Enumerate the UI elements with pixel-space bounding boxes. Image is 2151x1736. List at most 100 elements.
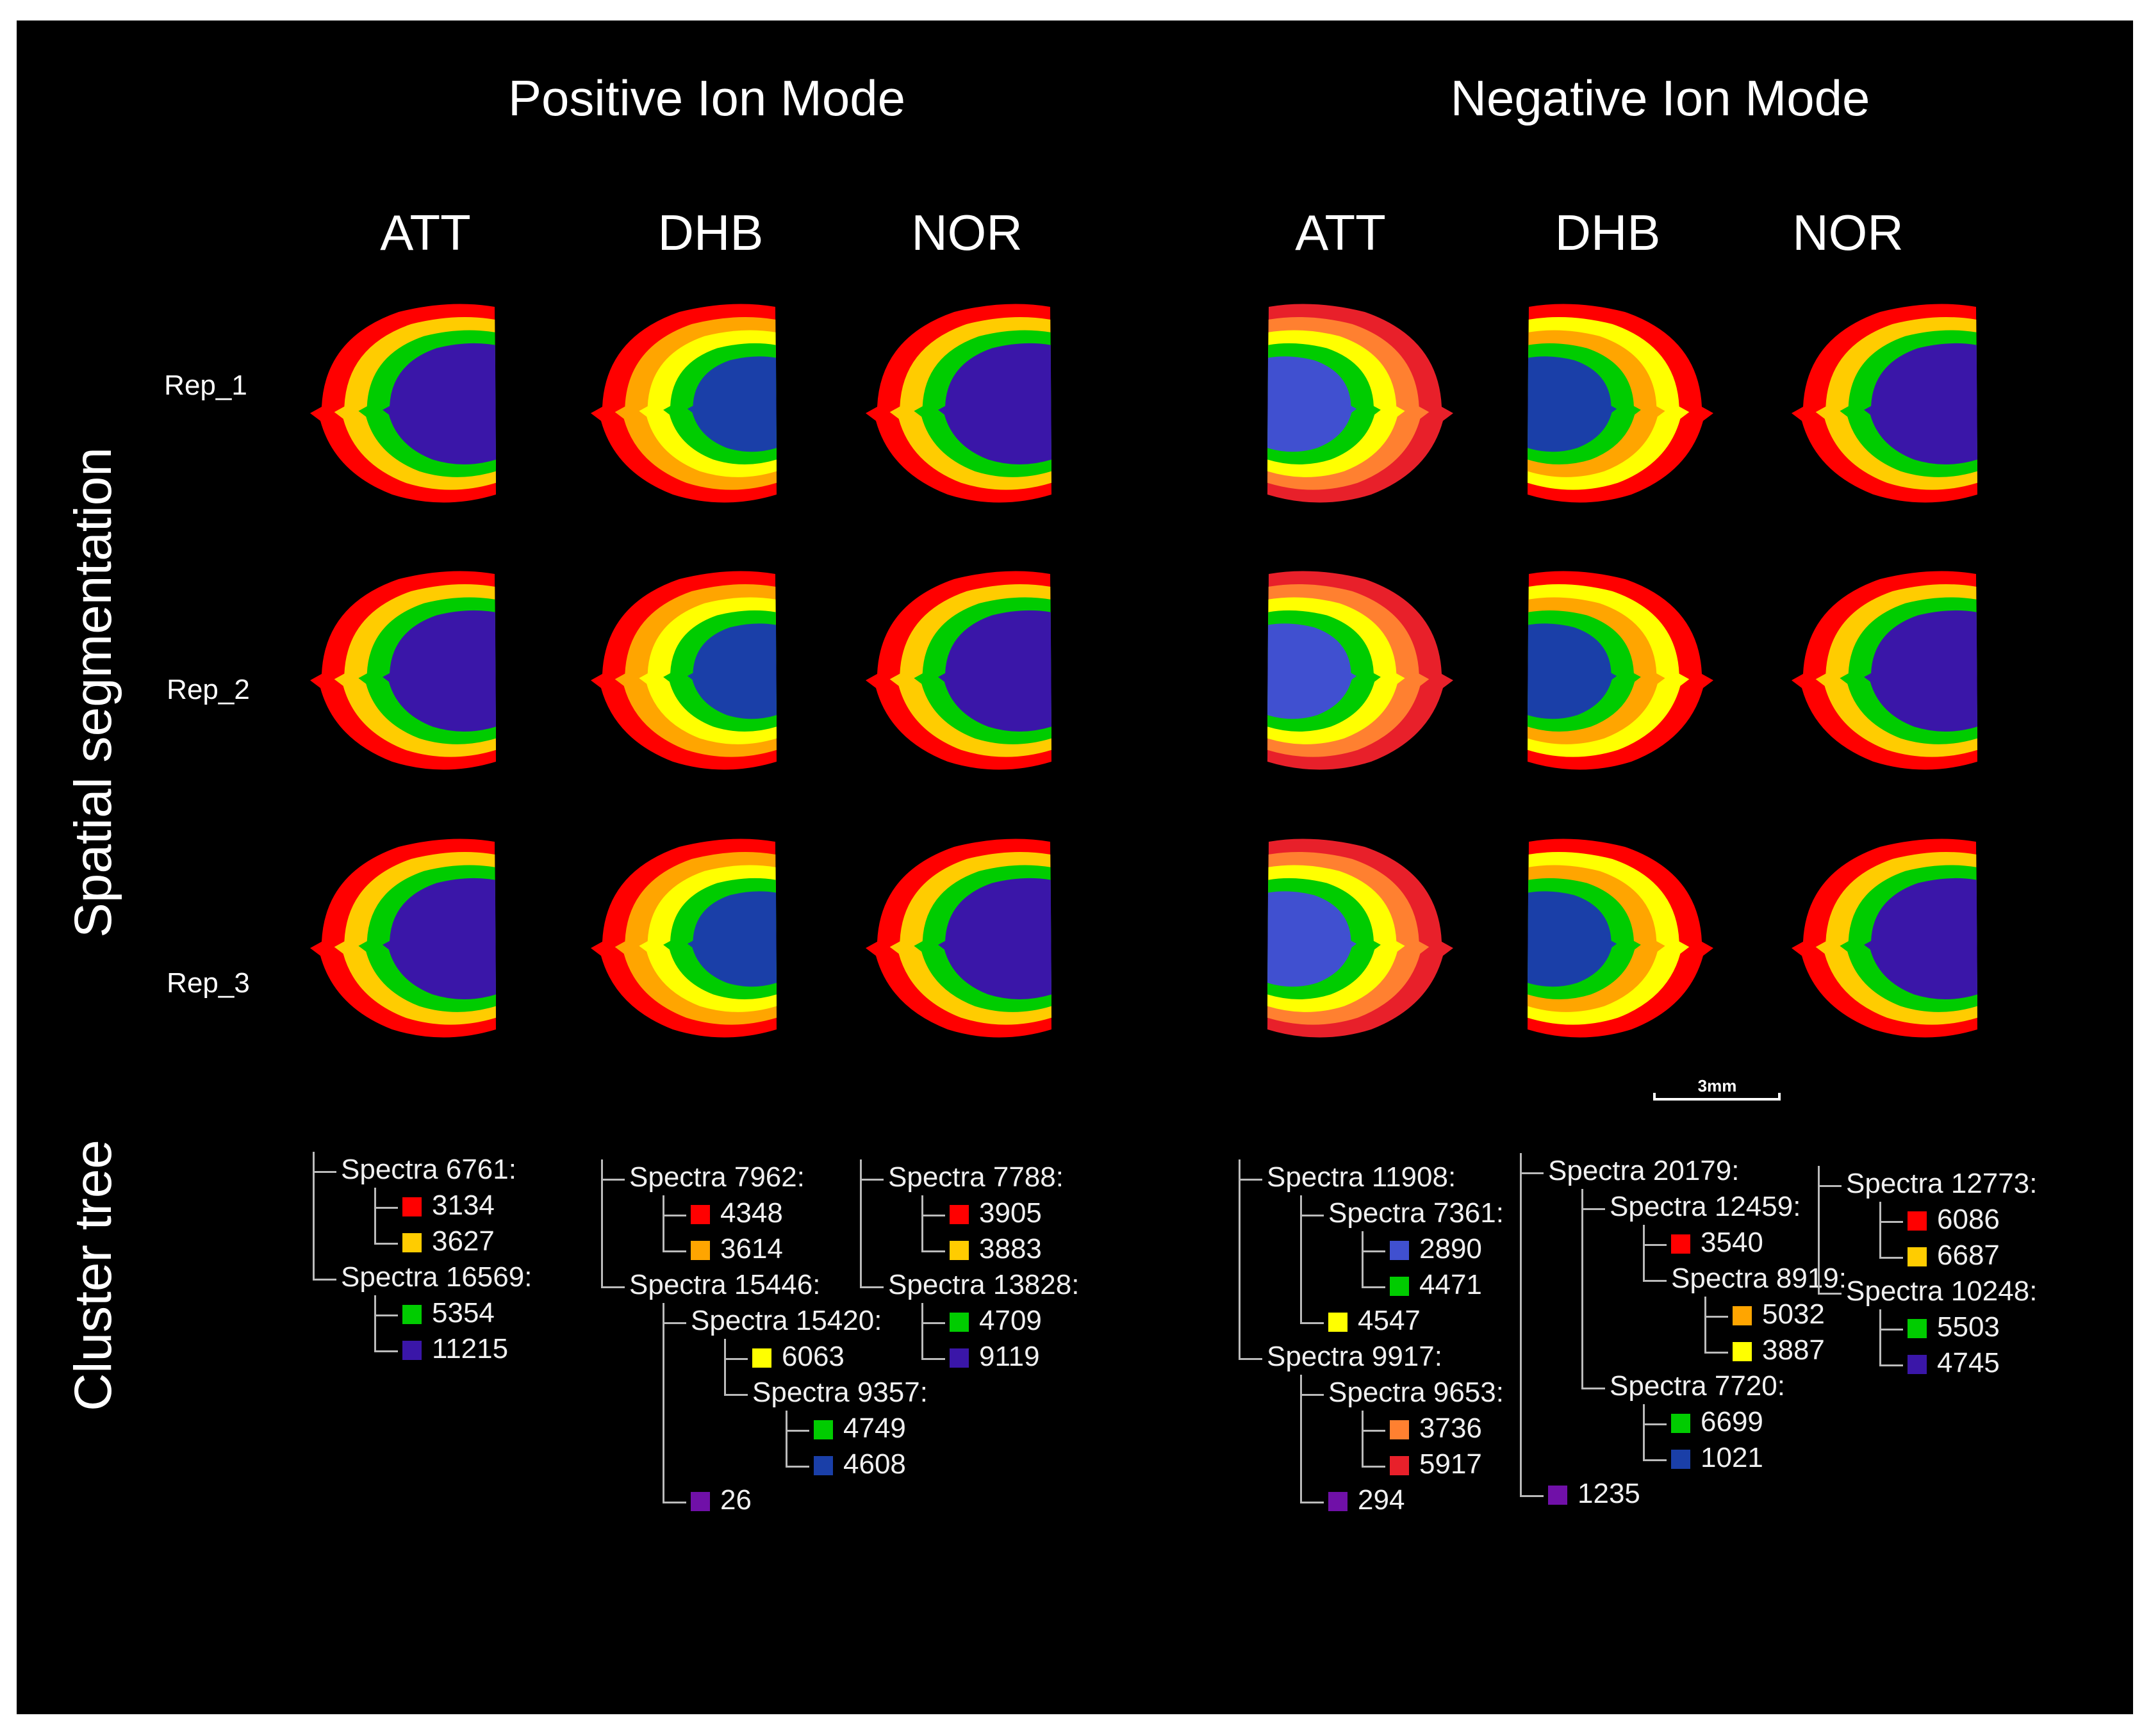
tree-node: Spectra 7962: 4348 3614	[601, 1159, 928, 1267]
row-label-rep2: Rep_2	[167, 674, 250, 705]
tree-node-label: Spectra 10248:	[1846, 1275, 2038, 1307]
tree-node-label: Spectra 7361:	[1328, 1197, 1504, 1229]
tree-leaf: 3614	[663, 1231, 928, 1267]
cluster-spectra-count: 1021	[1701, 1442, 1763, 1473]
neg-col-att: ATT	[1295, 204, 1386, 261]
pos-att-rep3-segmentation	[310, 839, 496, 1038]
pos-dhb-rep2-segmentation	[591, 571, 777, 770]
tree-node: Spectra 12459: 3540 Spectra 8919: 5032 3887	[1581, 1189, 1847, 1368]
tree-node: Spectra 9917: Spectra 9653: 3736 5917 294	[1239, 1339, 1504, 1518]
cluster-color-swatch	[691, 1205, 710, 1224]
spatial-segmentation-label: Spatial segmentation	[64, 447, 122, 938]
row-label-rep1: Rep_1	[164, 370, 247, 401]
tree-leaf: 3905	[921, 1195, 1079, 1231]
tree-leaf: 294	[1300, 1482, 1504, 1518]
pos-nor-rep3-segmentation	[866, 839, 1051, 1038]
cluster-tree-2: Spectra 7962: 4348 3614 Spectra 15446: Spect…	[601, 1159, 928, 1518]
neg-col-nor: NOR	[1792, 204, 1904, 261]
tree-leaf: 4745	[1879, 1345, 2037, 1381]
segment-cluster-region	[687, 623, 777, 719]
tree-node: Spectra 15420: 6063 Spectra 9357: 4749 4608	[663, 1303, 928, 1482]
cluster-tree-3: Spectra 7788: 3905 3883 Spectra 13828: 4709 9…	[860, 1159, 1079, 1375]
cluster-spectra-count: 9119	[979, 1341, 1040, 1372]
neg-nor-rep3-segmentation	[1792, 839, 1977, 1038]
tree-leaf: 3883	[921, 1231, 1079, 1267]
segment-cluster-region	[1267, 623, 1357, 719]
cluster-color-swatch	[814, 1456, 833, 1475]
cluster-color-swatch	[1671, 1414, 1690, 1433]
cluster-color-swatch	[1733, 1342, 1752, 1361]
tree-node: Spectra 7788: 3905 3883	[860, 1159, 1079, 1267]
row-label-rep3: Rep_3	[167, 967, 250, 999]
cluster-spectra-count: 5917	[1419, 1448, 1482, 1480]
tree-node-label: Spectra 16569:	[341, 1261, 532, 1293]
cluster-color-swatch	[1908, 1247, 1927, 1266]
cluster-spectra-count: 6086	[1937, 1204, 2000, 1235]
cluster-spectra-count: 3614	[720, 1233, 783, 1265]
tree-leaf: 6063	[724, 1339, 928, 1375]
cluster-color-swatch	[1908, 1319, 1927, 1338]
cluster-color-swatch	[950, 1241, 969, 1260]
neg-dhb-rep2-segmentation	[1528, 571, 1713, 770]
pos-dhb-rep1-segmentation	[591, 304, 777, 503]
cluster-spectra-count: 3883	[979, 1233, 1042, 1265]
tree-node: Spectra 20179: Spectra 12459: 3540 Spectra …	[1520, 1153, 1847, 1476]
tree-node: Spectra 13828: 4709 9119	[860, 1267, 1079, 1375]
tree-node: Spectra 15446: Spectra 15420: 6063 Spectra …	[601, 1267, 928, 1518]
scale-bar-label: 3mm	[1697, 1076, 1737, 1095]
cluster-spectra-count: 4749	[843, 1413, 906, 1444]
cluster-color-swatch	[402, 1305, 422, 1324]
cluster-tree-6: Spectra 12773: 6086 6687 Spectra 10248: 5503…	[1818, 1166, 2037, 1381]
neg-att-rep1-segmentation	[1267, 304, 1453, 503]
neg-dhb-rep1-segmentation	[1528, 304, 1713, 503]
neg-att-rep2-segmentation	[1267, 571, 1453, 770]
cluster-spectra-count: 5032	[1762, 1298, 1825, 1330]
segment-cluster-region	[383, 878, 496, 1000]
pos-nor-rep2-segmentation	[866, 571, 1051, 770]
tree-node-label: Spectra 8919:	[1671, 1263, 1847, 1294]
cluster-color-swatch	[402, 1197, 422, 1216]
cluster-color-swatch	[814, 1420, 833, 1439]
tree-leaf: 1021	[1643, 1440, 1847, 1476]
cluster-color-swatch	[1733, 1306, 1752, 1325]
cluster-color-swatch	[950, 1205, 969, 1224]
cluster-spectra-count: 3134	[432, 1190, 495, 1221]
segment-cluster-region	[383, 343, 496, 465]
segment-cluster-region	[383, 610, 496, 732]
cluster-spectra-count: 294	[1358, 1484, 1405, 1516]
positive-mode-title: Positive Ion Mode	[507, 70, 906, 126]
cluster-spectra-count: 6699	[1701, 1406, 1763, 1437]
segment-cluster-region	[1267, 356, 1357, 452]
pos-col-nor: NOR	[911, 204, 1023, 261]
cluster-color-swatch	[402, 1233, 422, 1252]
cluster-color-swatch	[691, 1492, 710, 1511]
cluster-tree-1: Spectra 6761: 3134 3627 Spectra 16569: 5354 1…	[313, 1152, 532, 1367]
tree-node-label: Spectra 7962:	[629, 1161, 805, 1193]
cluster-tree-4: Spectra 11908: Spectra 7361: 2890 4471 4547 S…	[1239, 1159, 1504, 1518]
cluster-color-swatch	[950, 1313, 969, 1332]
tree-node: Spectra 9653: 3736 5917	[1300, 1375, 1504, 1482]
segment-cluster-region	[938, 878, 1051, 1000]
tree-leaf: 5503	[1879, 1309, 2037, 1345]
segment-cluster-region	[1864, 610, 1977, 732]
tree-leaf: 26	[663, 1482, 928, 1518]
scale-bar	[1653, 1093, 1781, 1101]
tree-leaf: 9119	[921, 1339, 1079, 1375]
cluster-color-swatch	[691, 1241, 710, 1260]
tree-node-label: Spectra 13828:	[888, 1269, 1080, 1300]
cluster-color-swatch	[950, 1348, 969, 1368]
tree-leaf: 5354	[374, 1295, 532, 1331]
cluster-color-swatch	[402, 1341, 422, 1360]
tree-leaf: 1235	[1520, 1476, 1847, 1512]
segment-cluster-region	[1864, 343, 1977, 465]
segment-cluster-region	[1528, 623, 1617, 719]
cluster-spectra-count: 3905	[979, 1197, 1042, 1229]
tree-leaf: 6086	[1879, 1202, 2037, 1238]
cluster-spectra-count: 4745	[1937, 1347, 2000, 1379]
pos-dhb-rep3-segmentation	[591, 839, 777, 1038]
cluster-spectra-count: 4547	[1358, 1305, 1421, 1336]
tree-node-label: Spectra 9917:	[1267, 1341, 1442, 1372]
tree-leaf: 2890	[1362, 1231, 1504, 1267]
cluster-color-swatch	[1908, 1355, 1927, 1374]
tree-leaf: 3887	[1704, 1332, 1847, 1368]
